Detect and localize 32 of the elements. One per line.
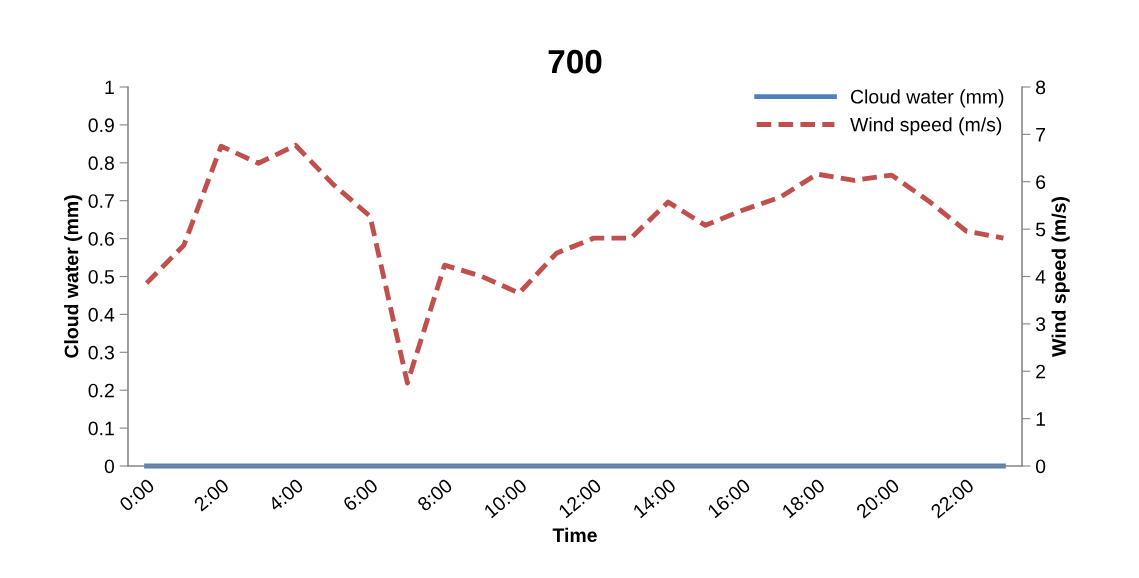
x-tick-label: 6:00 <box>342 477 379 512</box>
y-tick-label: 0.9 <box>88 118 114 133</box>
x-tick-label: 8:00 <box>416 477 454 512</box>
line-series <box>144 142 1006 386</box>
legend-label: Cloud water (mm) <box>851 89 1004 108</box>
y-tick-label: 0.1 <box>88 421 114 436</box>
y2-tick-label: 1 <box>1036 412 1046 426</box>
y-axis-title: Cloud water (mm) <box>64 195 83 358</box>
y2-tick-label: 5 <box>1035 222 1046 237</box>
y-tick-label: 0.6 <box>88 232 114 246</box>
y-tick-label: 0 <box>104 459 115 474</box>
y-tick-label: 0.5 <box>88 269 114 284</box>
y-tick-label: 0.3 <box>88 345 114 360</box>
x-tick-label: 4:00 <box>267 477 305 513</box>
y2-tick-label: 4 <box>1035 270 1046 284</box>
x-tick-label: 2:00 <box>193 477 230 512</box>
y-tick-label: 0.2 <box>88 383 114 398</box>
x-axis-title: Time <box>552 527 597 543</box>
y-tick-label: 1 <box>105 80 114 95</box>
chart-title: 700 <box>548 49 602 74</box>
y-tick-label: 0.8 <box>88 156 114 171</box>
y2-axis-title: Wind speed (m/s) <box>1051 197 1070 357</box>
y2-tick-label: 0 <box>1035 459 1046 474</box>
y2-tick-label: 7 <box>1036 128 1046 142</box>
legend-label: Wind speed (m/s) <box>850 117 1002 136</box>
y2-tick-label: 8 <box>1036 80 1046 95</box>
y-tick-label: 0.7 <box>88 194 114 208</box>
y2-tick-label: 2 <box>1036 364 1046 379</box>
y2-tick-label: 3 <box>1035 317 1046 332</box>
x-tick-label: 0:00 <box>118 477 156 512</box>
y2-tick-label: 6 <box>1036 175 1046 189</box>
y-tick-label: 0.4 <box>88 307 115 322</box>
